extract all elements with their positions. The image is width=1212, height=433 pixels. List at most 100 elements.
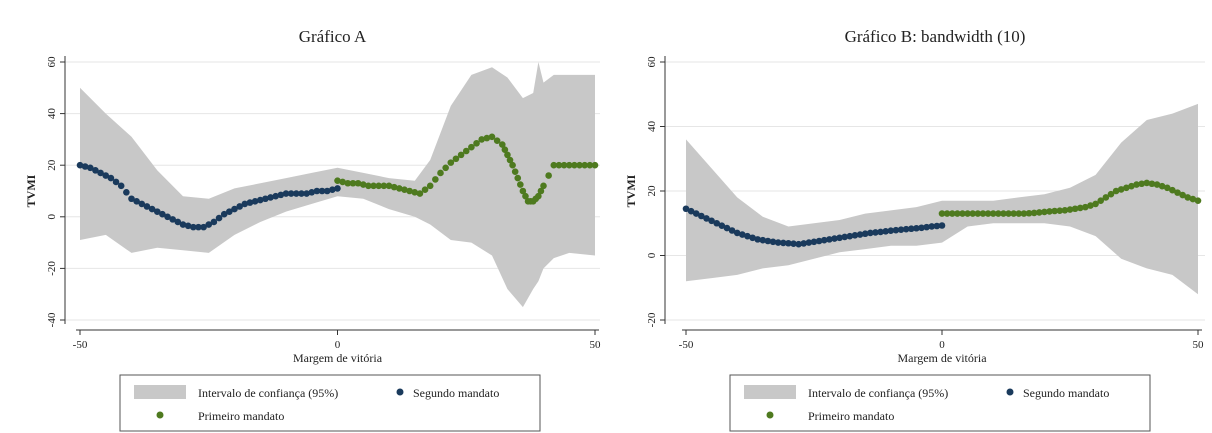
point-segundo-mandato	[739, 231, 746, 238]
y-axis-label: TVMI	[24, 174, 38, 207]
point-primeiro-mandato	[488, 133, 496, 141]
legend-label-primeiro: Primeiro mandato	[198, 409, 284, 423]
point-segundo-mandato	[174, 218, 182, 226]
point-primeiro-mandato	[416, 190, 424, 197]
legend-label-primeiro: Primeiro mandato	[808, 409, 894, 423]
y-tick-label: -20	[46, 261, 58, 276]
y-tick-label: 20	[646, 185, 658, 197]
legend-marker-primeiro	[766, 411, 774, 419]
point-segundo-mandato	[698, 212, 705, 220]
point-primeiro-mandato	[969, 210, 977, 217]
point-primeiro-mandato	[1035, 209, 1043, 216]
point-segundo-mandato	[918, 224, 925, 232]
point-segundo-mandato	[190, 223, 197, 231]
point-primeiro-mandato	[452, 155, 460, 163]
point-segundo-mandato	[928, 223, 936, 230]
legend-label-segundo: Segundo mandato	[1023, 386, 1109, 400]
point-segundo-mandato	[913, 224, 920, 232]
point-primeiro-mandato	[1128, 182, 1135, 190]
point-primeiro-mandato	[1046, 208, 1053, 215]
point-segundo-mandato	[153, 208, 161, 215]
point-segundo-mandato	[246, 199, 254, 206]
point-primeiro-mandato	[483, 134, 491, 142]
point-segundo-mandato	[841, 233, 849, 241]
point-primeiro-mandato	[1066, 206, 1074, 213]
point-segundo-mandato	[846, 232, 854, 240]
x-tick-label: 0	[335, 339, 341, 351]
point-primeiro-mandato	[511, 168, 519, 175]
point-primeiro-mandato	[1010, 210, 1017, 217]
point-segundo-mandato	[805, 239, 813, 246]
point-segundo-mandato	[251, 198, 259, 205]
panel-grafico-b: Gráfico B: bandwidth (10) -20 0 20 40 60 -50 0 5…	[606, 0, 1212, 433]
point-segundo-mandato	[112, 178, 120, 186]
point-segundo-mandato	[117, 182, 125, 190]
point-segundo-mandato	[148, 205, 156, 213]
point-primeiro-mandato	[1092, 200, 1099, 208]
point-segundo-mandato	[831, 235, 838, 242]
point-segundo-mandato	[179, 221, 187, 228]
point-primeiro-mandato	[344, 179, 352, 187]
point-segundo-mandato	[723, 224, 731, 232]
point-segundo-mandato	[892, 226, 900, 234]
point-primeiro-mandato	[359, 181, 367, 188]
point-primeiro-mandato	[1076, 204, 1084, 212]
point-segundo-mandato	[282, 190, 290, 197]
point-primeiro-mandato	[943, 210, 951, 217]
point-primeiro-mandato	[349, 179, 357, 187]
point-segundo-mandato	[143, 203, 151, 210]
point-primeiro-mandato	[1020, 210, 1028, 217]
point-primeiro-mandato	[1143, 179, 1151, 187]
point-primeiro-mandato	[984, 210, 992, 217]
point-segundo-mandato	[231, 205, 238, 213]
y-tick-label: -40	[46, 312, 58, 327]
x-tick-label: 0	[939, 339, 945, 351]
point-segundo-mandato	[815, 237, 823, 245]
chart-grafico-b: Gráfico B: bandwidth (10) -20 0 20 40 60 -50 0 5…	[624, 27, 1205, 432]
point-segundo-mandato	[728, 227, 736, 234]
y-tick-label: 40	[646, 121, 658, 133]
point-segundo-mandato	[298, 190, 305, 197]
point-segundo-mandato	[867, 229, 874, 237]
point-primeiro-mandato	[964, 210, 971, 217]
confidence-band	[686, 103, 1198, 295]
point-primeiro-mandato	[1015, 210, 1023, 217]
point-segundo-mandato	[774, 239, 782, 246]
point-segundo-mandato	[159, 210, 166, 218]
point-segundo-mandato	[902, 225, 910, 233]
point-segundo-mandato	[785, 239, 792, 247]
point-segundo-mandato	[308, 188, 316, 196]
point-primeiro-mandato	[522, 192, 529, 200]
point-primeiro-mandato	[581, 161, 588, 169]
point-segundo-mandato	[938, 222, 946, 229]
point-primeiro-mandato	[1056, 207, 1064, 214]
point-segundo-mandato	[303, 190, 310, 197]
point-segundo-mandato	[933, 222, 941, 230]
point-primeiro-mandato	[1030, 209, 1038, 217]
point-segundo-mandato	[754, 236, 761, 243]
point-primeiro-mandato	[1087, 202, 1094, 209]
point-segundo-mandato	[861, 230, 869, 238]
point-segundo-mandato	[769, 238, 777, 246]
point-segundo-mandato	[138, 200, 146, 208]
point-segundo-mandato	[759, 236, 767, 244]
point-primeiro-mandato	[493, 137, 501, 144]
point-primeiro-mandato	[938, 210, 946, 217]
point-segundo-mandato	[687, 207, 695, 215]
point-primeiro-mandato	[540, 182, 547, 190]
point-primeiro-mandato	[1133, 181, 1140, 188]
legend-marker-segundo	[1006, 388, 1014, 396]
point-primeiro-mandato	[545, 172, 552, 179]
point-segundo-mandato	[703, 215, 710, 222]
point-primeiro-mandato	[571, 161, 578, 169]
point-primeiro-mandato	[954, 210, 961, 217]
point-segundo-mandato	[810, 238, 818, 246]
point-segundo-mandato	[334, 185, 341, 192]
point-primeiro-mandato	[1041, 208, 1048, 216]
point-segundo-mandato	[790, 240, 797, 248]
point-segundo-mandato	[81, 163, 89, 170]
point-primeiro-mandato	[1174, 189, 1181, 196]
point-primeiro-mandato	[457, 151, 465, 159]
point-segundo-mandato	[76, 161, 84, 169]
